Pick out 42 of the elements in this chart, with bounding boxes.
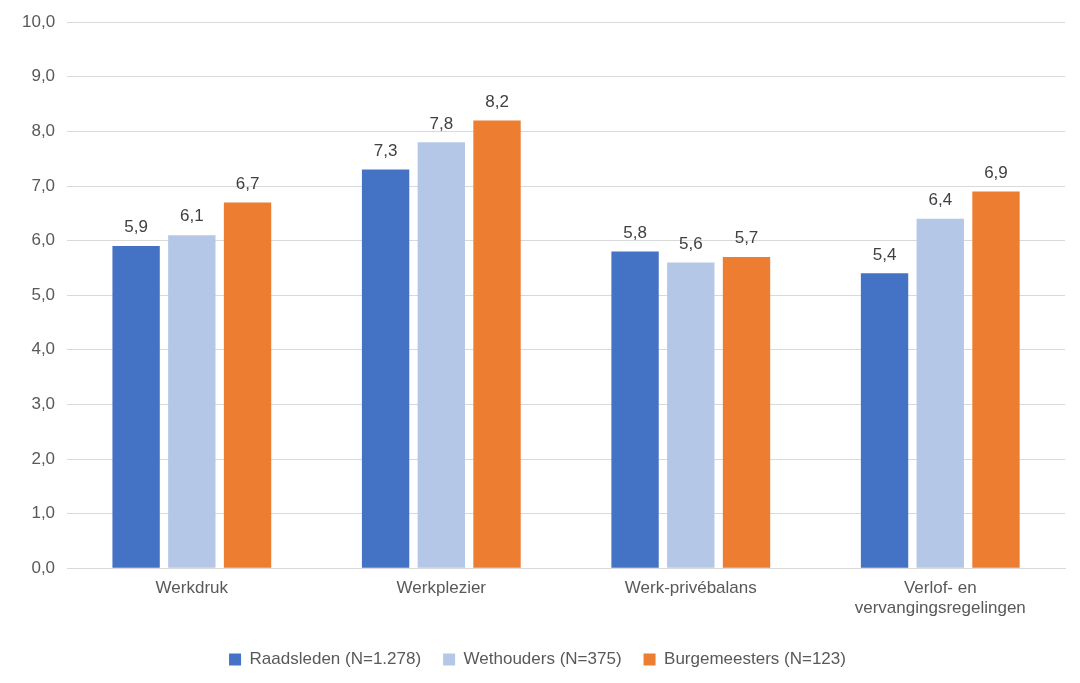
data-label: 6,9 (984, 162, 1008, 182)
data-label: 5,9 (124, 217, 148, 237)
bar (417, 142, 465, 568)
bar (667, 262, 715, 568)
y-tick-label: 1,0 (31, 503, 56, 523)
y-tick-label: 7,0 (31, 175, 56, 195)
data-label: 5,7 (734, 228, 759, 248)
bar (223, 202, 272, 568)
y-tick-label: 6,0 (31, 230, 56, 250)
y-tick-label: 4,0 (31, 339, 56, 359)
x-tick-label: Verlof- en vervangingsregelingen (854, 578, 1026, 618)
data-label: 5,8 (623, 222, 647, 242)
y-tick-label: 9,0 (31, 66, 56, 86)
bar (916, 218, 964, 568)
data-label: 7,8 (429, 113, 454, 133)
y-tick-label: 5,0 (31, 284, 56, 304)
bar (972, 191, 1020, 568)
bar (611, 251, 659, 568)
x-tick-label: Werkdruk (155, 578, 229, 598)
y-tick-label: 2,0 (31, 448, 56, 468)
y-tick-label: 10,0 (21, 11, 56, 31)
bar (112, 246, 160, 568)
legend-label: Burgemeesters (N=123) (664, 649, 846, 669)
bar (473, 120, 521, 568)
bar (860, 273, 909, 568)
bar (722, 256, 771, 568)
data-label: 7,3 (373, 140, 398, 160)
y-tick-label: 0,0 (31, 557, 56, 577)
legend-label: Raadsleden (N=1.278) (249, 649, 422, 669)
legend-label: Wethouders (N=375) (463, 649, 622, 669)
bar (361, 169, 410, 568)
bar (168, 235, 216, 568)
data-label: 5,6 (678, 233, 703, 253)
data-label: 5,4 (872, 244, 897, 264)
y-tick-label: 8,0 (31, 121, 56, 141)
x-tick-label: Werkplezier (396, 578, 487, 598)
data-label: 6,1 (180, 206, 204, 226)
data-label: 8,2 (485, 91, 509, 111)
y-tick-label: 3,0 (31, 394, 56, 414)
data-label: 6,4 (928, 189, 953, 209)
data-label: 6,7 (235, 173, 260, 193)
x-tick-label: Werk-privébalans (624, 578, 757, 598)
